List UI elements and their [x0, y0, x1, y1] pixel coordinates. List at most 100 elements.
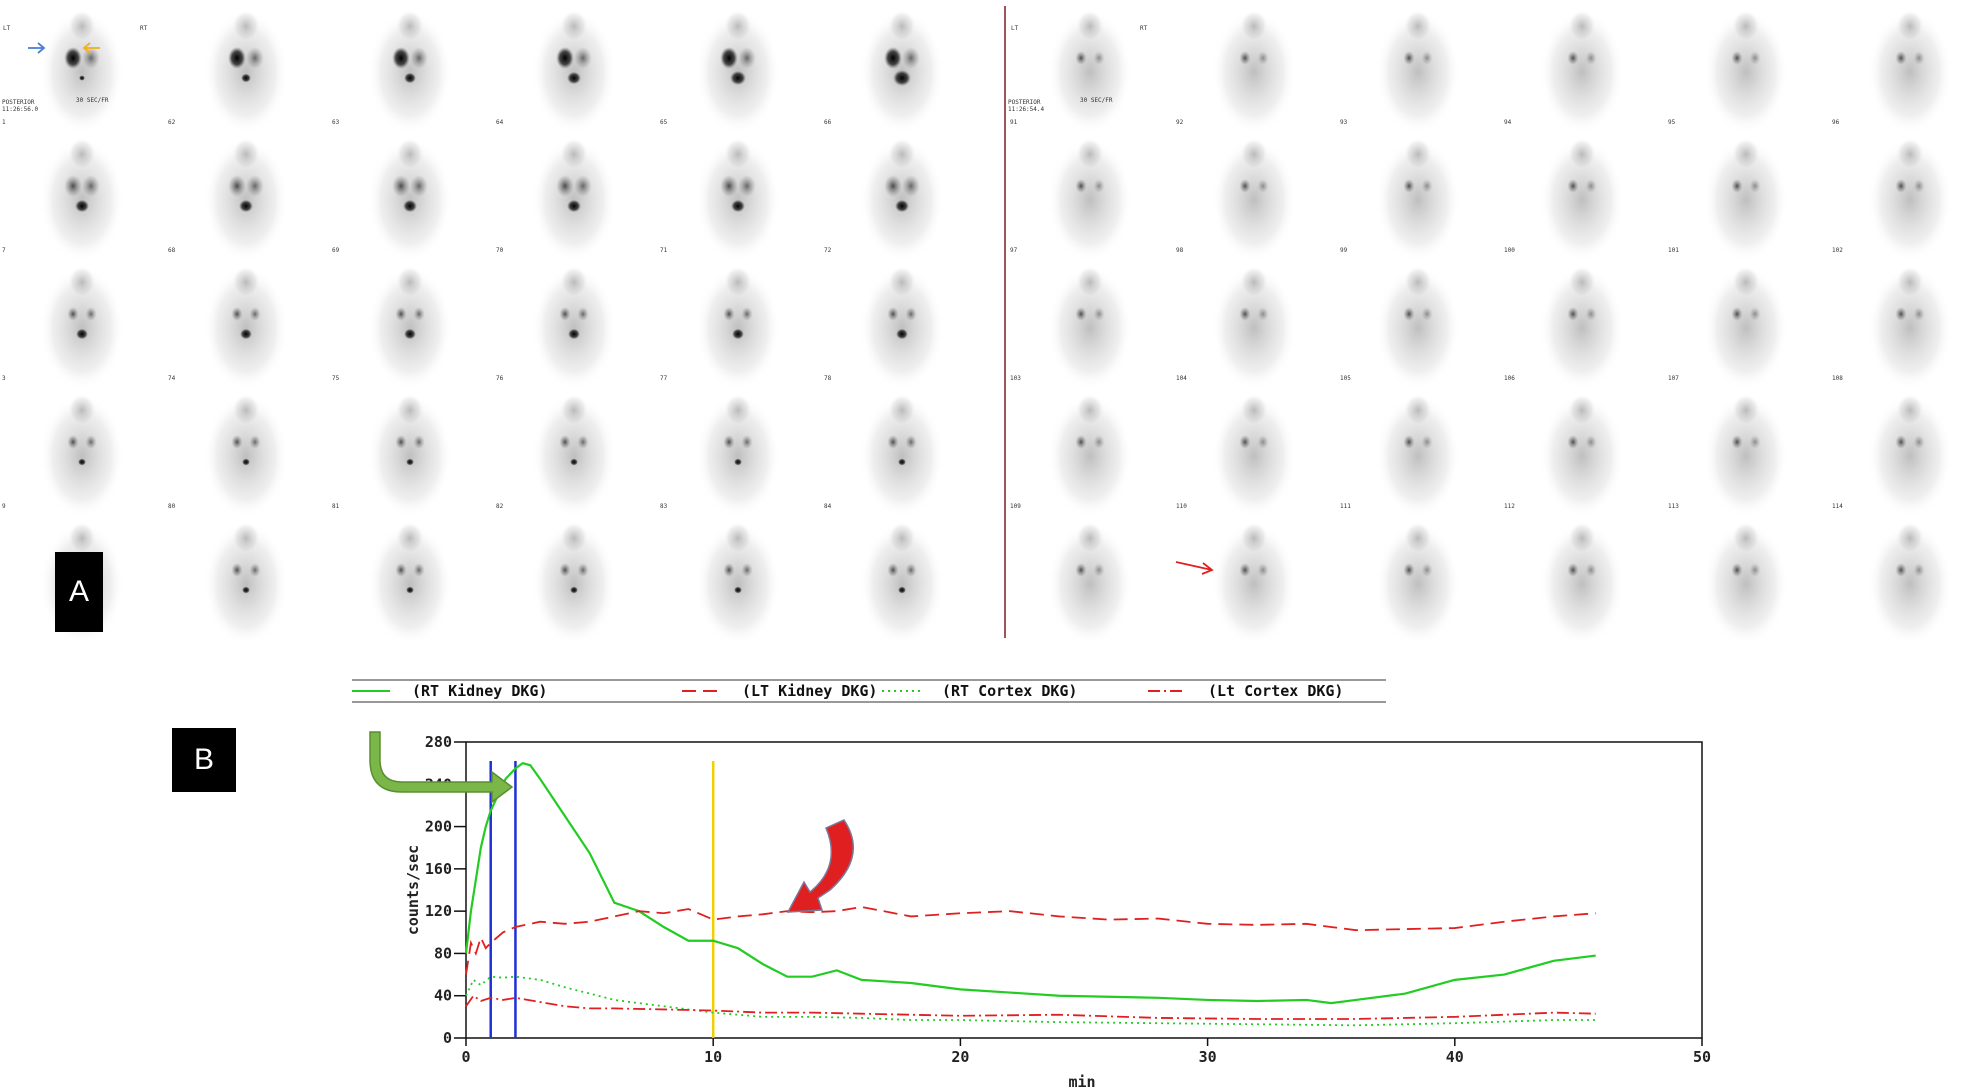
left-frame: 3 — [2, 266, 124, 390]
frame-number: 70 — [496, 247, 504, 254]
left-frame: 75 — [332, 266, 452, 390]
left-frame: 72 — [824, 138, 944, 262]
frame-number: 76 — [496, 375, 504, 382]
left-time-label: 11:26:56.0 — [2, 106, 39, 113]
x-tick-label: 10 — [704, 1048, 722, 1066]
right-frame — [1704, 522, 1788, 640]
blue-arrow-icon — [28, 42, 46, 54]
vertical-markers — [489, 761, 715, 1038]
frame-number: 107 — [1668, 375, 1679, 382]
frame-number: 80 — [168, 503, 176, 510]
frame-number: 64 — [496, 119, 504, 126]
left-frame: 7 — [2, 138, 124, 262]
series-line — [465, 994, 1596, 1020]
chart-legend: (RT Kidney DKG) (LT Kidney DKG) (RT Cortex… — [352, 679, 1386, 703]
left-orientation-lt: LT — [3, 25, 11, 32]
right-frame: 99 — [1340, 138, 1460, 262]
legend-entry: (RT Kidney DKG) — [412, 682, 547, 700]
left-frame: 80 — [168, 394, 288, 518]
left-frame: 74 — [168, 266, 288, 390]
yellow-arrow-icon — [82, 42, 100, 54]
left-frame: 65 — [660, 10, 780, 134]
x-axis-title: min — [1068, 1073, 1095, 1090]
frame-number: 96 — [1832, 119, 1840, 126]
frame-number: 93 — [1340, 119, 1348, 126]
right-orientation-rt: RT — [1140, 25, 1148, 32]
legend-entry: (LT Kidney DKG) — [742, 682, 877, 700]
x-tick-label: 20 — [951, 1048, 969, 1066]
red-arrow-icon — [1175, 561, 1214, 575]
frame-number: 103 — [1010, 375, 1021, 382]
frame-number: 114 — [1832, 503, 1843, 510]
frame-number: 7 — [2, 247, 6, 254]
left-frame — [696, 522, 780, 640]
frame-number: 94 — [1504, 119, 1512, 126]
right-orientation-lt: LT — [1011, 25, 1019, 32]
right-frame: 105 — [1340, 266, 1460, 390]
frame-number: 92 — [1176, 119, 1184, 126]
left-orientation-rt: RT — [140, 25, 148, 32]
x-axis: 0 10 20 30 40 50 — [461, 1038, 1711, 1066]
right-frame: 91 — [1010, 10, 1132, 134]
right-frame — [1376, 522, 1460, 640]
frame-number: 1 — [2, 119, 6, 126]
left-frame — [532, 522, 616, 640]
frame-number: 71 — [660, 247, 668, 254]
frame-number: 66 — [824, 119, 832, 126]
left-frame: 68 — [168, 138, 288, 262]
left-frame-rate: 30 SEC/FR — [76, 97, 109, 104]
plot-frame — [465, 741, 1703, 1039]
left-frame: 78 — [824, 266, 944, 390]
scintigraphy-frame-grid: 1 62 63 64 65 66 7 68 69 70 71 72 3 74 75 76 77 78 9 80 81 82… — [2, 6, 1952, 640]
y-axis-title: counts/sec — [404, 845, 422, 935]
frame-number: 91 — [1010, 119, 1018, 126]
y-tick-label: 280 — [425, 733, 452, 751]
frame-number: 113 — [1668, 503, 1679, 510]
left-frame: 77 — [660, 266, 780, 390]
right-frame: 97 — [1010, 138, 1132, 262]
frame-number: 100 — [1504, 247, 1515, 254]
frame-number: 77 — [660, 375, 668, 382]
legend-entry: (Lt Cortex DKG) — [1208, 682, 1343, 700]
y-tick-label: 0 — [443, 1029, 452, 1047]
right-frame: 103 — [1010, 266, 1132, 390]
series-line — [465, 905, 1596, 975]
y-tick-label: 160 — [425, 860, 452, 878]
left-frame: 64 — [496, 10, 616, 134]
right-frame: 100 — [1504, 138, 1624, 262]
frame-number: 74 — [168, 375, 176, 382]
right-frame: 93 — [1340, 10, 1460, 134]
right-frame: 108 — [1832, 266, 1952, 390]
right-frame: 101 — [1668, 138, 1788, 262]
right-frame-rate: 30 SEC/FR — [1080, 97, 1113, 104]
right-frame — [1048, 522, 1132, 640]
right-frame: 96 — [1832, 10, 1952, 134]
frame-number: 108 — [1832, 375, 1843, 382]
frame-number: 63 — [332, 119, 340, 126]
series-layer — [464, 761, 1596, 1027]
x-tick-label: 50 — [1693, 1048, 1711, 1066]
frame-number: 81 — [332, 503, 340, 510]
red-curved-arrow-icon — [786, 819, 855, 913]
frame-number: 78 — [824, 375, 832, 382]
right-view-label: POSTERIOR — [1008, 99, 1041, 106]
right-frame: 113 — [1668, 394, 1788, 518]
left-view-label: POSTERIOR — [2, 99, 35, 106]
frame-number: 105 — [1340, 375, 1351, 382]
left-frame: 76 — [496, 266, 616, 390]
series-line — [465, 975, 1596, 1027]
frame-number: 101 — [1668, 247, 1679, 254]
left-frame: 70 — [496, 138, 616, 262]
left-frame: 69 — [332, 138, 452, 262]
right-frame: 112 — [1504, 394, 1624, 518]
frame-number: 106 — [1504, 375, 1515, 382]
left-frame: 82 — [496, 394, 616, 518]
left-frame: 66 — [824, 10, 944, 134]
x-tick-label: 30 — [1199, 1048, 1217, 1066]
right-frame — [1540, 522, 1624, 640]
right-frame: 107 — [1668, 266, 1788, 390]
panel-b-label: B — [172, 728, 236, 792]
right-frame: 95 — [1668, 10, 1788, 134]
frame-number: 82 — [496, 503, 504, 510]
series-line — [464, 761, 1596, 1005]
